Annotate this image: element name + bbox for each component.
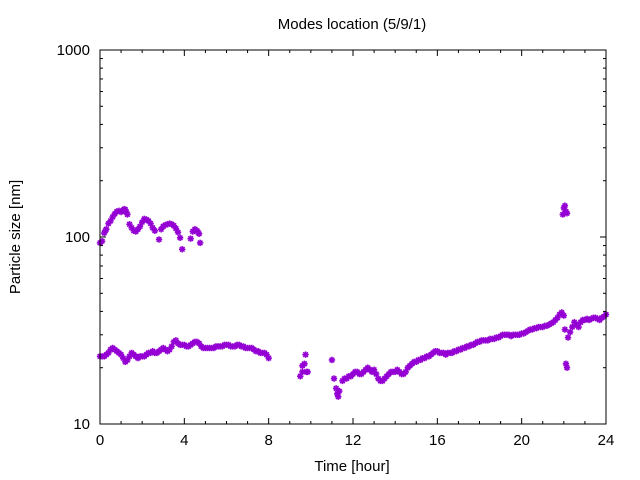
- y-axis-label: Particle size [nm]: [7, 180, 24, 294]
- data-points: [96, 202, 610, 400]
- x-axis-label: Time [hour]: [314, 458, 389, 475]
- data-point: [302, 351, 309, 358]
- y-tick-label: 10: [73, 416, 90, 433]
- data-point: [155, 236, 163, 243]
- data-point: [561, 202, 569, 209]
- x-tick-label: 0: [96, 432, 104, 449]
- x-tick-label: 16: [429, 432, 446, 449]
- y-tick-label: 100: [65, 229, 90, 246]
- data-point: [563, 364, 571, 371]
- chart-title: Modes location (5/9/1): [278, 16, 426, 33]
- x-tick-label: 8: [264, 432, 272, 449]
- data-point: [124, 356, 131, 364]
- data-point: [107, 217, 114, 225]
- data-point: [174, 229, 182, 236]
- data-point: [176, 234, 184, 242]
- data-point: [328, 356, 336, 364]
- data-point: [563, 210, 571, 217]
- data-point: [299, 368, 306, 376]
- data-point: [564, 334, 572, 341]
- x-tick-label: 12: [345, 432, 362, 449]
- data-point: [575, 323, 582, 331]
- data-point: [151, 227, 159, 234]
- data-point: [304, 368, 311, 376]
- data-point: [124, 211, 131, 218]
- data-point: [179, 246, 186, 253]
- data-point: [187, 235, 194, 242]
- y-axis: 10 100 1000: [57, 42, 606, 433]
- x-tick-label: 20: [513, 432, 530, 449]
- data-point: [265, 354, 272, 362]
- x-axis: 0 4 8 12 16 20 24: [96, 50, 615, 449]
- data-point: [330, 375, 338, 382]
- data-point: [560, 312, 568, 319]
- y-tick-label: 1000: [57, 42, 90, 59]
- data-point: [195, 230, 203, 238]
- data-point: [561, 326, 569, 333]
- x-tick-label: 4: [180, 432, 188, 449]
- data-point: [103, 226, 110, 233]
- plot-frame: [99, 49, 607, 425]
- data-point: [301, 360, 308, 367]
- data-point: [335, 393, 342, 400]
- x-tick-label: 24: [598, 432, 615, 449]
- data-point: [196, 239, 204, 247]
- data-point: [566, 328, 574, 336]
- data-point: [98, 237, 106, 245]
- data-point: [336, 387, 343, 395]
